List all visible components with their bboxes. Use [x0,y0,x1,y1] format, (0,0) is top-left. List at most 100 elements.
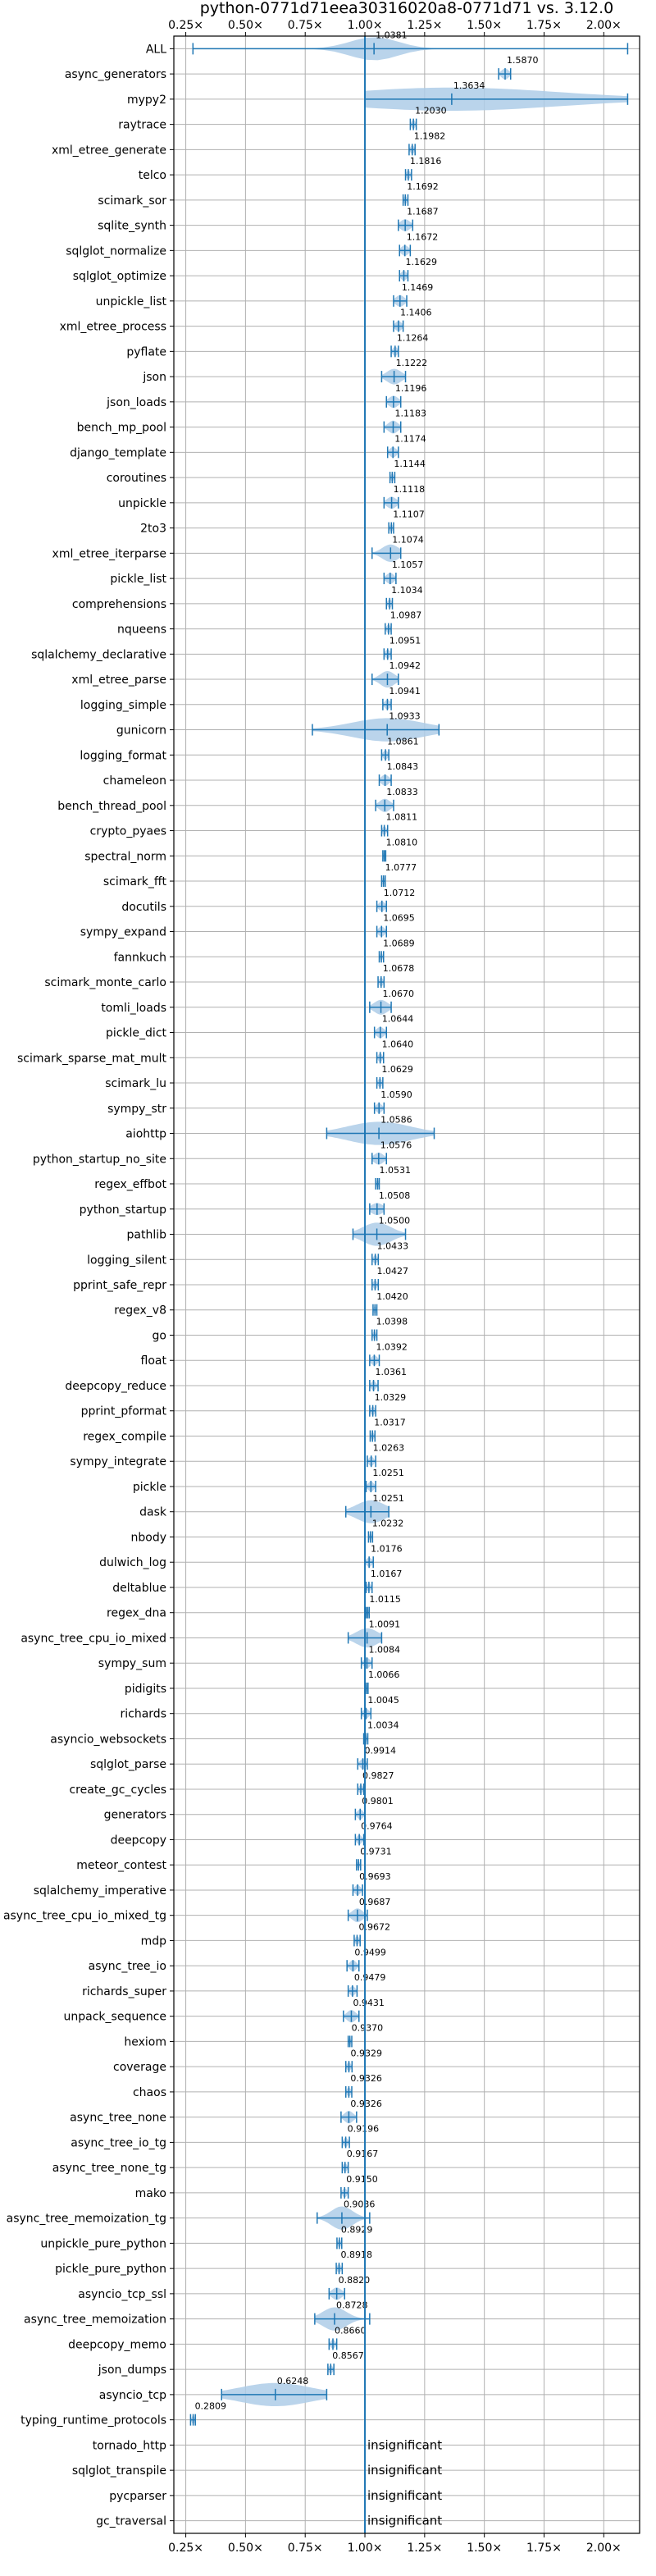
violin-json_dumps: 0.8567 [327,2350,364,2376]
category-label: json [142,371,166,384]
value-label: 1.0941 [389,686,421,697]
violin-async_tree_none_tg: 0.9167 [341,2149,379,2174]
tick-label-top: 0.50× [228,19,263,32]
category-label: unpack_sequence [64,2011,166,2024]
category-label: pidigits [125,1683,166,1696]
value-label: 0.9326 [350,2073,382,2084]
violin-bench_mp_pool: 1.1183 [383,409,426,434]
category-label: deepcopy [111,1834,166,1847]
violin-sympy_str: 1.0590 [373,1089,412,1114]
category-label: pyflate [126,345,166,359]
category-label: deepcopy_memo [68,2338,166,2351]
violin-pickle_list: 1.1057 [383,560,424,585]
value-label: 1.0361 [376,1367,408,1377]
value-label: 1.1118 [394,484,425,495]
insignificant-label: insignificant [367,2514,442,2528]
value-label: 1.1107 [393,509,425,520]
value-label: 0.8918 [341,2249,373,2260]
violin-docutils: 1.0712 [376,888,415,912]
value-label: 0.9329 [350,2048,382,2058]
violin-python_startup: 1.0508 [369,1190,410,1216]
violin-telco: 1.1816 [404,156,441,181]
value-label: 1.0392 [376,1341,408,1352]
violin-gunicorn: 1.0933 [312,711,440,742]
value-label: 1.0678 [383,963,415,974]
violin-richards: 1.0045 [360,1695,399,1720]
violin-async_tree_io_tg: 0.9196 [341,2124,379,2149]
category-label: crypto_pyaes [90,825,166,838]
value-label: 1.0833 [386,787,418,797]
category-label: chameleon [103,774,166,788]
value-label: 0.9431 [353,1998,385,2008]
category-label: pickle_pure_python [55,2263,166,2276]
value-label: 1.0263 [373,1442,405,1453]
violin-scimark_sor: 1.1692 [402,181,439,206]
value-label: 1.0951 [390,635,421,646]
category-label: sqlalchemy_declarative [31,648,166,661]
category-label: sympy_expand [80,926,166,939]
category-label: deltablue [112,1582,166,1595]
violin-scimark_fft: 1.0777 [380,862,417,888]
value-label: 0.9672 [358,1922,390,1933]
value-label: 0.9036 [344,2199,376,2210]
category-label: asyncio_tcp_ssl [78,2288,166,2301]
violin-sqlglot_normalize: 1.1672 [399,231,438,257]
violin-regex_compile: 1.0317 [369,1418,406,1442]
value-label: 1.0644 [382,1014,414,1025]
category-label: django_template [70,446,166,459]
category-label: comprehensions [72,598,166,611]
value-label: 1.0590 [380,1089,412,1100]
value-label: 1.1406 [400,308,431,318]
value-label: 1.1469 [402,282,433,293]
category-label: spectral_norm [84,850,166,863]
value-label: 0.9167 [347,2149,379,2159]
value-label: 0.9731 [360,1846,392,1857]
category-label: regex_v8 [114,1304,166,1318]
value-label: 1.0251 [372,1493,404,1504]
value-label: 1.1692 [407,181,438,192]
value-label: 1.0232 [372,1519,404,1529]
category-label: fannkuch [114,951,166,964]
category-label: unpickle [118,497,166,510]
violin-nqueens: 1.0987 [385,610,421,635]
violin-pathlib: 1.0500 [352,1216,410,1246]
category-label: sqlglot_normalize [66,244,166,258]
value-label: 1.1196 [395,383,427,394]
value-label: 1.1982 [414,130,446,141]
category-label: create_gc_cycles [69,1784,166,1797]
violin-scimark_sparse_mat_mult: 1.0640 [376,1039,413,1064]
violin-chameleon: 1.0843 [378,761,418,787]
category-label: xml_etree_parse [71,674,166,687]
value-label: 0.9326 [350,2099,382,2109]
category-label: logging_format [80,749,166,762]
tick-label-top: 2.00× [586,19,622,32]
violin-python_startup_no_site: 1.0576 [371,1140,412,1165]
value-label: 1.1057 [392,560,424,570]
category-label: scimark_monte_carlo [44,976,166,989]
violin-sympy_expand: 1.0695 [376,913,415,938]
tick-label-bottom: 0.25× [168,2542,203,2555]
category-label: json_loads [106,396,166,409]
violin-2to3: 1.1107 [388,509,425,534]
violin-regex_effbot: 1.0531 [375,1165,411,1190]
value-label: 0.9693 [359,1871,391,1882]
value-label: 0.9687 [359,1897,391,1907]
category-label: coroutines [107,472,166,485]
violin-xml_etree_iterparse: 1.1074 [371,534,424,562]
value-label: 1.0942 [389,660,421,671]
category-label: sympy_sum [98,1657,166,1670]
violin-pyflate: 1.1264 [390,332,428,358]
violin-xml_etree_generate: 1.1982 [408,130,446,156]
category-label: dulwich_log [99,1556,166,1569]
value-label: 1.0115 [369,1594,401,1605]
value-label: 1.1034 [391,585,422,596]
category-label: dask [139,1506,167,1519]
violin-bench_thread_pool: 1.0833 [375,787,418,812]
value-label: 1.1222 [396,358,428,368]
violin-logging_simple: 1.0941 [382,686,421,710]
category-label: asyncio_websockets [50,1733,166,1746]
value-label: 1.0167 [371,1569,403,1579]
category-label: pprint_safe_repr [73,1279,166,1292]
category-label: regex_effbot [94,1178,166,1191]
tick-label-top: 0.25× [168,19,203,32]
